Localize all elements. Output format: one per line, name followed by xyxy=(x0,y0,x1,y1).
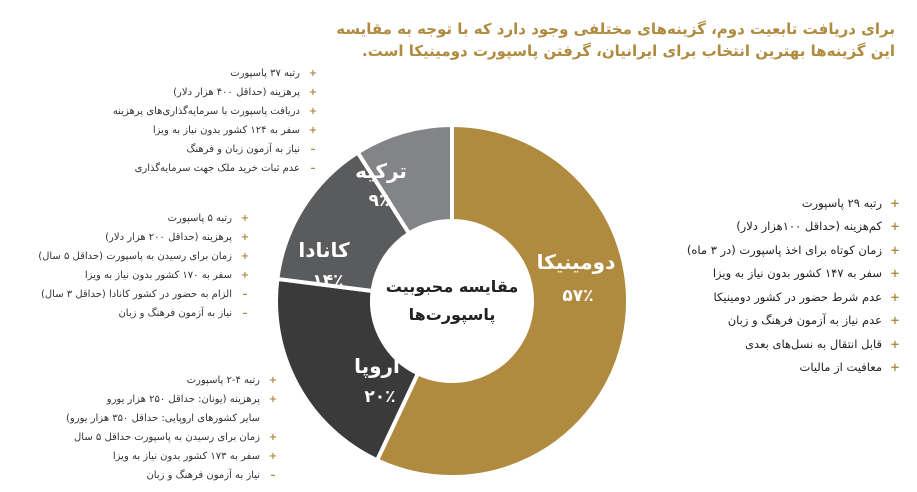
plus-icon: + xyxy=(308,87,318,98)
canada-item: + رتبه ۵ پاسپورت xyxy=(38,209,252,228)
canada-item: – الزام به حضور در کشور کانادا (حداقل ۳ س… xyxy=(38,285,252,304)
plus-icon: + xyxy=(240,213,250,224)
minus-icon: – xyxy=(310,163,316,174)
canada-item-text: سفر به ۱۷۰ کشور بدون نیاز به ویزا xyxy=(84,270,232,281)
turkey-item-text: نیاز به آزمون زبان و فرهنگ xyxy=(186,144,300,155)
plus-icon: + xyxy=(890,266,900,281)
minus-icon: – xyxy=(242,308,248,319)
plus-icon: + xyxy=(268,394,278,405)
turkey-item: + سفر به ۱۲۴ کشور بدون نیاز به ویزا xyxy=(113,121,320,140)
slice-name-europe: اروپا xyxy=(354,354,400,379)
europe-item: سایر کشورهای اروپایی: حداقل ۳۵۰ هزار یور… xyxy=(66,409,280,428)
europe-item: + زمان برای رسیدن به پاسپورت حداقل ۵ سال xyxy=(66,428,280,447)
europe-features-list: + رتبه ۴-۲ پاسپورت + پرهزینه (یونان: حداقل … xyxy=(66,371,280,485)
europe-item-text: پرهزینه (یونان: حداقل ۲۵۰ هزار یورو xyxy=(106,394,260,405)
plus-icon: + xyxy=(240,232,250,243)
minus-icon: – xyxy=(270,470,276,481)
dominica-item: + عدم شرط حضور در کشور دومینیکا xyxy=(632,285,902,309)
dominica-item: + قابل انتقال به نسل‌های بعدی xyxy=(632,332,902,356)
turkey-item-text: پرهزینه (حداقل ۴۰۰ هزار دلار) xyxy=(173,87,300,98)
plus-icon: + xyxy=(268,451,278,462)
dominica-features-list: + رتبه ۲۹ پاسپورت + کم‌هزینه (حداقل ۱۰۰هزار… xyxy=(632,191,902,379)
turkey-features-list: + رتبه ۳۷ پاسپورت + پرهزینه (حداقل ۴۰۰ هزار… xyxy=(113,64,320,178)
slice-name-dominica: دومینیکا xyxy=(537,250,616,274)
europe-item: + رتبه ۴-۲ پاسپورت xyxy=(66,371,280,390)
plus-icon: + xyxy=(268,432,278,443)
canada-item-text: الزام به حضور در کشور کانادا (حداقل ۳ سا… xyxy=(40,289,232,300)
dominica-item-text: قابل انتقال به نسل‌های بعدی xyxy=(745,336,882,351)
intro-text: برای دریافت تابعیت دوم، گزینه‌های مختلفی… xyxy=(335,18,895,62)
turkey-item: + دریافت پاسپورت با سرمایه‌گذاری‌های پرهز… xyxy=(113,102,320,121)
europe-item: + سفر به ۱۷۳ کشور بدون نیاز به ویزا xyxy=(66,447,280,466)
plus-icon: + xyxy=(308,125,318,136)
canada-features-list: + رتبه ۵ پاسپورت + پرهزینه (حداقل ۲۰۰ هزار … xyxy=(38,209,252,323)
canada-item-text: زمان برای رسیدن به پاسپورت (حداقل ۵ سال) xyxy=(38,251,232,262)
dominica-item-text: رتبه ۲۹ پاسپورت xyxy=(801,195,882,210)
plus-icon: + xyxy=(890,336,900,351)
europe-item: + پرهزینه (یونان: حداقل ۲۵۰ هزار یورو xyxy=(66,390,280,409)
europe-item-text: سایر کشورهای اروپایی: حداقل ۳۵۰ هزار یور… xyxy=(66,413,260,424)
dominica-item-text: سفر به ۱۴۷ کشور بدون نیاز به ویزا xyxy=(712,266,882,281)
plus-icon: + xyxy=(240,270,250,281)
slice-name-turkey: ترکیه xyxy=(355,159,407,183)
turkey-item-text: دریافت پاسپورت با سرمایه‌گذاری‌های پرهزی… xyxy=(112,106,300,117)
dominica-item-text: زمان کوتاه برای اخذ پاسپورت (در ۳ ماه) xyxy=(686,242,882,257)
turkey-item: – عدم ثبات خرید ملک جهت سرمایه‌گذاری xyxy=(113,159,320,178)
turkey-item: + رتبه ۳۷ پاسپورت xyxy=(113,64,320,83)
canada-item: + زمان برای رسیدن به پاسپورت (حداقل ۵ سال… xyxy=(38,247,252,266)
dominica-item: + زمان کوتاه برای اخذ پاسپورت (در ۳ ماه) xyxy=(632,238,902,262)
europe-item-text: نیاز به آزمون فرهنگ و زبان xyxy=(146,470,260,481)
dominica-item-text: عدم شرط حضور در کشور دومینیکا xyxy=(713,289,883,304)
plus-icon: + xyxy=(240,251,250,262)
minus-icon: – xyxy=(242,289,248,300)
plus-icon: + xyxy=(308,106,318,117)
intro-line-2: این گزینه‌ها بهترین انتخاب برای ایرانیان… xyxy=(362,42,895,60)
canada-item-text: نیاز به آزمون فرهنگ و زبان xyxy=(118,308,232,319)
turkey-item-text: عدم ثبات خرید ملک جهت سرمایه‌گذاری xyxy=(134,163,300,174)
dominica-item-text: عدم نیاز به آزمون فرهنگ و زبان xyxy=(727,313,882,328)
europe-item-text: زمان برای رسیدن به پاسپورت حداقل ۵ سال xyxy=(74,432,260,443)
minus-icon: – xyxy=(310,144,316,155)
dominica-item: + کم‌هزینه (حداقل ۱۰۰هزار دلار) xyxy=(632,215,902,239)
dominica-item-text: کم‌هزینه (حداقل ۱۰۰هزار دلار) xyxy=(736,219,882,234)
dominica-item-text: معافیت از مالیات xyxy=(799,360,883,375)
europe-item: – نیاز به آزمون فرهنگ و زبان xyxy=(66,466,280,485)
slice-value-canada: ۱۴٪ xyxy=(312,271,343,291)
dominica-item: + معافیت از مالیات xyxy=(632,356,902,380)
europe-item-text: رتبه ۴-۲ پاسپورت xyxy=(186,375,260,386)
plus-icon: + xyxy=(268,375,278,386)
slice-value-dominica: ۵۷٪ xyxy=(562,286,593,306)
plus-icon: + xyxy=(890,289,900,304)
plus-icon: + xyxy=(890,242,900,257)
canada-item: + سفر به ۱۷۰ کشور بدون نیاز به ویزا xyxy=(38,266,252,285)
plus-icon: + xyxy=(890,195,900,210)
turkey-item: + پرهزینه (حداقل ۴۰۰ هزار دلار) xyxy=(113,83,320,102)
plus-icon: + xyxy=(890,360,900,375)
plus-icon: + xyxy=(308,68,318,79)
canada-item: + پرهزینه (حداقل ۲۰۰ هزار دلار) xyxy=(38,228,252,247)
canada-item: – نیاز به آزمون فرهنگ و زبان xyxy=(38,304,252,323)
turkey-item-text: رتبه ۳۷ پاسپورت xyxy=(230,68,300,79)
slice-name-canada: کانادا xyxy=(298,238,350,262)
slice-value-turkey: ۹٪ xyxy=(369,191,390,211)
canada-item-text: رتبه ۵ پاسپورت xyxy=(167,213,232,224)
dominica-item: + عدم نیاز به آزمون فرهنگ و زبان xyxy=(632,309,902,333)
turkey-item: – نیاز به آزمون زبان و فرهنگ xyxy=(113,140,320,159)
slice-value-europe: ۲۰٪ xyxy=(364,387,395,407)
intro-line-1: برای دریافت تابعیت دوم، گزینه‌های مختلفی… xyxy=(336,20,895,38)
europe-item-text: سفر به ۱۷۳ کشور بدون نیاز به ویزا xyxy=(112,451,260,462)
plus-icon: + xyxy=(890,313,900,328)
plus-icon: + xyxy=(890,219,900,234)
donut-hole xyxy=(372,221,532,381)
center-title-line1: مقایسه محبوبیت xyxy=(386,277,518,296)
canada-item-text: پرهزینه (حداقل ۲۰۰ هزار دلار) xyxy=(105,232,232,243)
dominica-item: + سفر به ۱۴۷ کشور بدون نیاز به ویزا xyxy=(632,262,902,286)
dominica-item: + رتبه ۲۹ پاسپورت xyxy=(632,191,902,215)
center-title-line2: پاسپورت‌ها xyxy=(409,305,496,325)
turkey-item-text: سفر به ۱۲۴ کشور بدون نیاز به ویزا xyxy=(152,125,300,136)
